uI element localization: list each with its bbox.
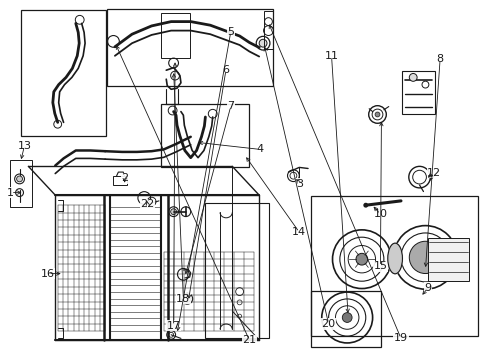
Bar <box>310 196 477 336</box>
Circle shape <box>342 312 351 323</box>
Bar <box>106 9 272 86</box>
Bar <box>401 71 434 114</box>
Text: 15: 15 <box>373 261 386 271</box>
Bar <box>264 11 272 49</box>
Text: 5: 5 <box>227 27 234 37</box>
Circle shape <box>374 112 379 117</box>
Bar <box>205 203 268 338</box>
Bar <box>113 176 127 185</box>
Circle shape <box>355 253 367 265</box>
Bar <box>10 160 32 207</box>
Circle shape <box>363 203 367 208</box>
Text: 21: 21 <box>242 335 256 345</box>
Text: 12: 12 <box>427 168 440 178</box>
Text: 20: 20 <box>321 319 335 329</box>
Text: 16: 16 <box>41 269 55 279</box>
Bar <box>20 10 106 136</box>
Text: 17: 17 <box>166 321 180 331</box>
Ellipse shape <box>387 243 402 274</box>
Circle shape <box>408 241 441 274</box>
Text: 11: 11 <box>324 51 338 61</box>
Text: 10: 10 <box>373 209 386 219</box>
Circle shape <box>183 295 190 302</box>
Text: 2: 2 <box>121 173 128 183</box>
Text: 19: 19 <box>393 333 407 343</box>
Bar <box>310 291 381 347</box>
Text: 9: 9 <box>424 283 430 293</box>
Circle shape <box>170 209 176 215</box>
Circle shape <box>259 39 266 47</box>
Bar <box>161 13 189 58</box>
Text: 18: 18 <box>176 294 190 304</box>
Text: 4: 4 <box>256 144 263 154</box>
Text: 1: 1 <box>7 188 14 198</box>
Text: 3: 3 <box>295 179 302 189</box>
Text: 6: 6 <box>222 65 229 75</box>
Circle shape <box>408 73 416 81</box>
Text: 14: 14 <box>292 227 305 237</box>
Circle shape <box>17 176 22 182</box>
Bar <box>427 238 468 281</box>
Text: 22: 22 <box>140 199 155 210</box>
Bar <box>161 104 249 167</box>
Text: 13: 13 <box>18 141 31 151</box>
Text: 7: 7 <box>227 101 234 111</box>
Text: 8: 8 <box>436 54 443 64</box>
